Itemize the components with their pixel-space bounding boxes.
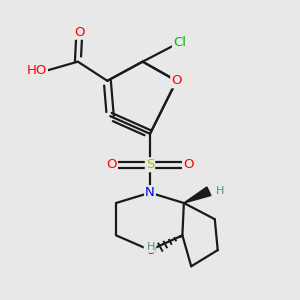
Polygon shape — [184, 187, 211, 203]
Text: O: O — [106, 158, 117, 171]
Text: Cl: Cl — [173, 36, 186, 49]
Text: O: O — [74, 26, 85, 39]
Text: O: O — [183, 158, 194, 171]
Text: HO: HO — [27, 64, 47, 77]
Text: O: O — [145, 244, 155, 256]
Text: S: S — [146, 158, 154, 171]
Text: O: O — [171, 74, 182, 87]
Text: H: H — [147, 242, 155, 252]
Text: N: N — [145, 186, 155, 199]
Text: H: H — [216, 186, 225, 196]
